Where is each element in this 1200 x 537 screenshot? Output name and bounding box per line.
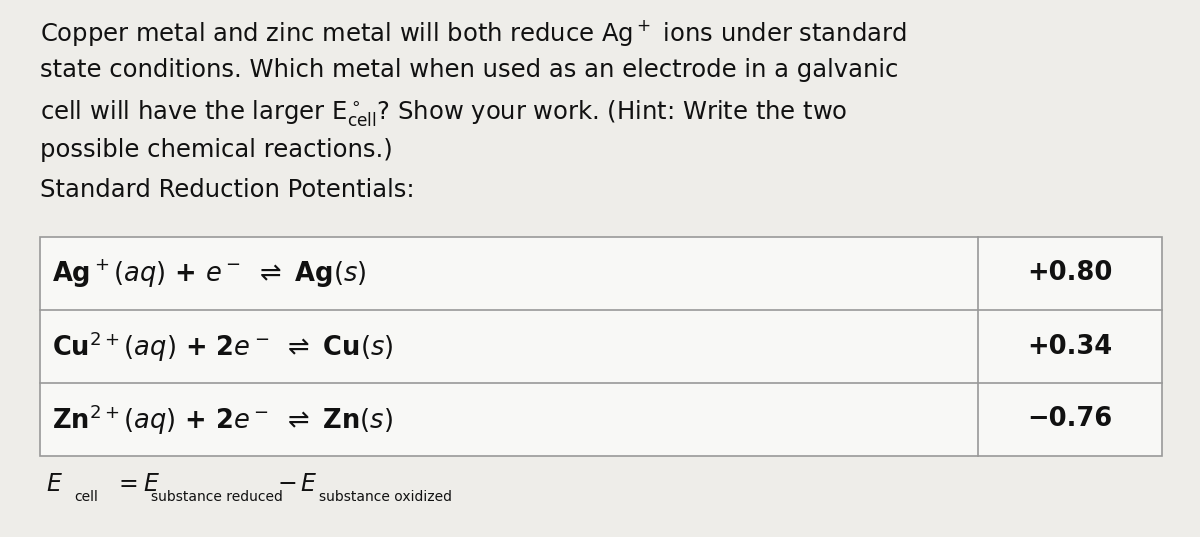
Text: +0.34: +0.34 <box>1027 333 1112 359</box>
Text: cell will have the larger E$^\circ_{\rm cell}$? Show your work. (Hint: Write the: cell will have the larger E$^\circ_{\rm … <box>40 98 847 128</box>
Text: Cu$^{2+}$$(aq)$ + 2$e^-$ $\rightleftharpoons$ Cu$(s)$: Cu$^{2+}$$(aq)$ + 2$e^-$ $\rightleftharp… <box>52 329 394 364</box>
Text: −0.76: −0.76 <box>1027 407 1112 432</box>
Text: substance oxidized: substance oxidized <box>319 490 452 504</box>
Text: $E$: $E$ <box>46 472 62 496</box>
Text: Zn$^{2+}$$(aq)$ + 2$e^-$ $\rightleftharpoons$ Zn$(s)$: Zn$^{2+}$$(aq)$ + 2$e^-$ $\rightleftharp… <box>52 402 392 437</box>
Text: $= E$: $= E$ <box>114 472 160 496</box>
Text: Copper metal and zinc metal will both reduce Ag$^+$ ions under standard: Copper metal and zinc metal will both re… <box>40 18 906 48</box>
Text: state conditions. Which metal when used as an electrode in a galvanic: state conditions. Which metal when used … <box>40 58 899 82</box>
Text: Ag$^+$$(aq)$ + $e^-$ $\rightleftharpoons$ Ag$(s)$: Ag$^+$$(aq)$ + $e^-$ $\rightleftharpoons… <box>52 257 366 289</box>
Text: possible chemical reactions.): possible chemical reactions.) <box>40 138 392 162</box>
Text: Standard Reduction Potentials:: Standard Reduction Potentials: <box>40 178 415 202</box>
Text: substance reduced: substance reduced <box>151 490 283 504</box>
Text: $-\, E$: $-\, E$ <box>277 472 318 496</box>
Text: cell: cell <box>74 490 98 504</box>
Text: +0.80: +0.80 <box>1027 260 1112 287</box>
